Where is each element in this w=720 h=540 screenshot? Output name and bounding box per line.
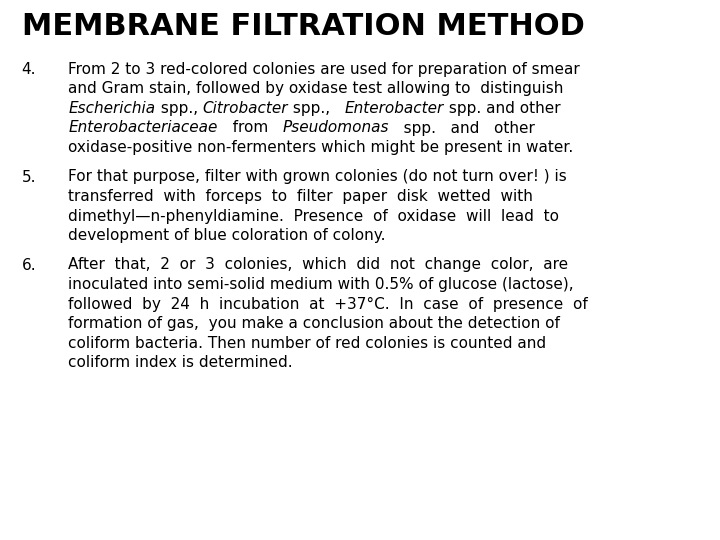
Text: Enterobacter: Enterobacter <box>345 101 444 116</box>
Text: from: from <box>217 120 283 136</box>
Text: MEMBRANE FILTRATION METHOD: MEMBRANE FILTRATION METHOD <box>22 12 585 41</box>
Text: spp.   and   other: spp. and other <box>389 120 535 136</box>
Text: transferred  with  forceps  to  filter  paper  disk  wetted  with: transferred with forceps to filter paper… <box>68 189 534 204</box>
Text: and Gram stain, followed by oxidase test allowing to  distinguish: and Gram stain, followed by oxidase test… <box>68 82 564 97</box>
Text: dimethyl—n-phenyldiamine.  Presence  of  oxidase  will  lead  to: dimethyl—n-phenyldiamine. Presence of ox… <box>68 208 559 224</box>
Text: 5.: 5. <box>22 170 36 185</box>
Text: After  that,  2  or  3  colonies,  which  did  not  change  color,  are: After that, 2 or 3 colonies, which did n… <box>68 258 569 273</box>
Text: oxidase-positive non-fermenters which might be present in water.: oxidase-positive non-fermenters which mi… <box>68 140 574 155</box>
Text: development of blue coloration of colony.: development of blue coloration of colony… <box>68 228 386 243</box>
Text: For that purpose, filter with grown colonies (do not turn over! ) is: For that purpose, filter with grown colo… <box>68 170 567 185</box>
Text: 4.: 4. <box>22 62 36 77</box>
Text: spp.,: spp., <box>156 101 202 116</box>
Text: Enterobacteriaceae: Enterobacteriaceae <box>68 120 217 136</box>
Text: Citrobacter: Citrobacter <box>202 101 288 116</box>
Text: followed  by  24  h  incubation  at  +37°C.  In  case  of  presence  of: followed by 24 h incubation at +37°C. In… <box>68 296 588 312</box>
Text: Escherichia: Escherichia <box>68 101 156 116</box>
Text: Pseudomonas: Pseudomonas <box>283 120 389 136</box>
Text: coliform index is determined.: coliform index is determined. <box>68 355 293 370</box>
Text: spp. and other: spp. and other <box>444 101 561 116</box>
Text: formation of gas,  you make a conclusion about the detection of: formation of gas, you make a conclusion … <box>68 316 560 331</box>
Text: coliform bacteria. Then number of red colonies is counted and: coliform bacteria. Then number of red co… <box>68 335 546 350</box>
Text: 6.: 6. <box>22 258 36 273</box>
Text: spp.,: spp., <box>288 101 345 116</box>
Text: inoculated into semi-solid medium with 0.5% of glucose (lactose),: inoculated into semi-solid medium with 0… <box>68 277 574 292</box>
Text: From 2 to 3 red-colored colonies are used for preparation of smear: From 2 to 3 red-colored colonies are use… <box>68 62 580 77</box>
